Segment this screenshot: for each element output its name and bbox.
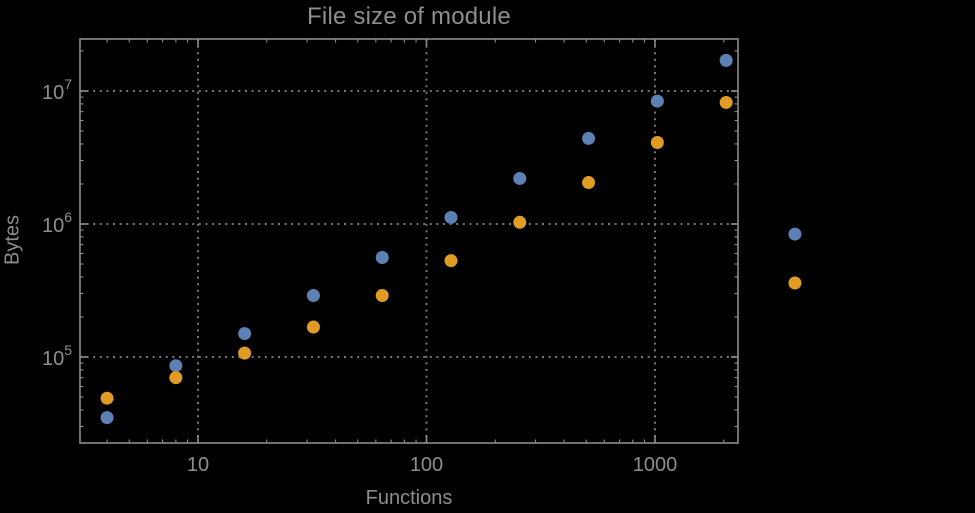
data-point-series-blue [719,53,733,67]
plot-frame [79,38,739,444]
data-point-series-blue [582,131,596,145]
data-point-series-blue [444,210,458,224]
data-point-series-blue [238,327,252,341]
data-point-series-orange [444,254,458,268]
x-tick-label: 1000 [633,454,678,476]
data-point-series-blue [513,171,527,185]
data-point-series-blue [375,250,389,264]
data-point-series-orange [650,136,664,150]
data-point-series-blue [650,94,664,108]
data-point-series-orange [306,320,320,334]
data-point-series-orange [375,289,389,303]
chart-title: File size of module [307,3,511,30]
data-point-series-orange [513,215,527,229]
data-point-series-orange [169,371,183,385]
x-tick-label: 100 [410,454,443,476]
data-point-series-orange [100,391,114,405]
data-point-series-orange [788,276,802,290]
y-tick-label: 105 [42,342,72,370]
y-tick-label: 106 [42,209,72,237]
x-tick-label: 10 [187,454,209,476]
x-axis-label: Functions [365,487,453,509]
data-point-series-orange [238,346,252,360]
data-point-series-blue [306,289,320,303]
data-point-series-blue [100,411,114,425]
data-point-series-orange [719,95,733,109]
y-tick-label: 107 [42,76,72,104]
data-point-series-orange [582,176,596,190]
y-axis-label: Bytes [1,214,24,266]
data-point-series-blue [788,227,802,241]
data-point-series-blue [169,359,183,373]
